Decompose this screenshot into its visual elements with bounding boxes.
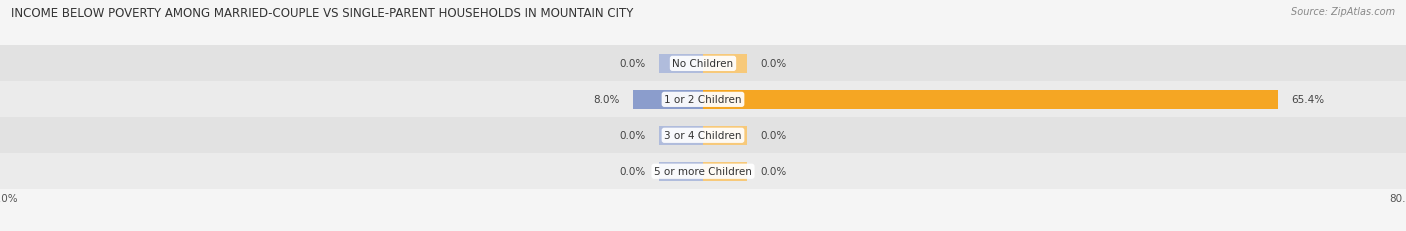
Text: 1 or 2 Children: 1 or 2 Children (664, 95, 742, 105)
Text: 0.0%: 0.0% (761, 131, 786, 141)
Bar (0, 154, 1406, 189)
Bar (659, 162, 703, 181)
Text: 5 or more Children: 5 or more Children (654, 167, 752, 176)
Bar (703, 162, 747, 181)
Bar (703, 126, 747, 145)
Bar (0, 82, 1406, 118)
Text: 0.0%: 0.0% (620, 167, 645, 176)
Bar (0, 46, 1406, 82)
Bar (633, 91, 703, 109)
Text: Source: ZipAtlas.com: Source: ZipAtlas.com (1291, 7, 1395, 17)
Text: No Children: No Children (672, 59, 734, 69)
Text: INCOME BELOW POVERTY AMONG MARRIED-COUPLE VS SINGLE-PARENT HOUSEHOLDS IN MOUNTAI: INCOME BELOW POVERTY AMONG MARRIED-COUPL… (11, 7, 634, 20)
Text: 65.4%: 65.4% (1291, 95, 1324, 105)
Bar (659, 55, 703, 73)
Bar (659, 126, 703, 145)
Bar (703, 55, 747, 73)
Text: 0.0%: 0.0% (620, 131, 645, 141)
Bar (0, 118, 1406, 154)
Text: 0.0%: 0.0% (761, 167, 786, 176)
Text: 8.0%: 8.0% (593, 95, 620, 105)
Text: 3 or 4 Children: 3 or 4 Children (664, 131, 742, 141)
Text: 0.0%: 0.0% (620, 59, 645, 69)
Text: 0.0%: 0.0% (761, 59, 786, 69)
Bar (703, 91, 1278, 109)
